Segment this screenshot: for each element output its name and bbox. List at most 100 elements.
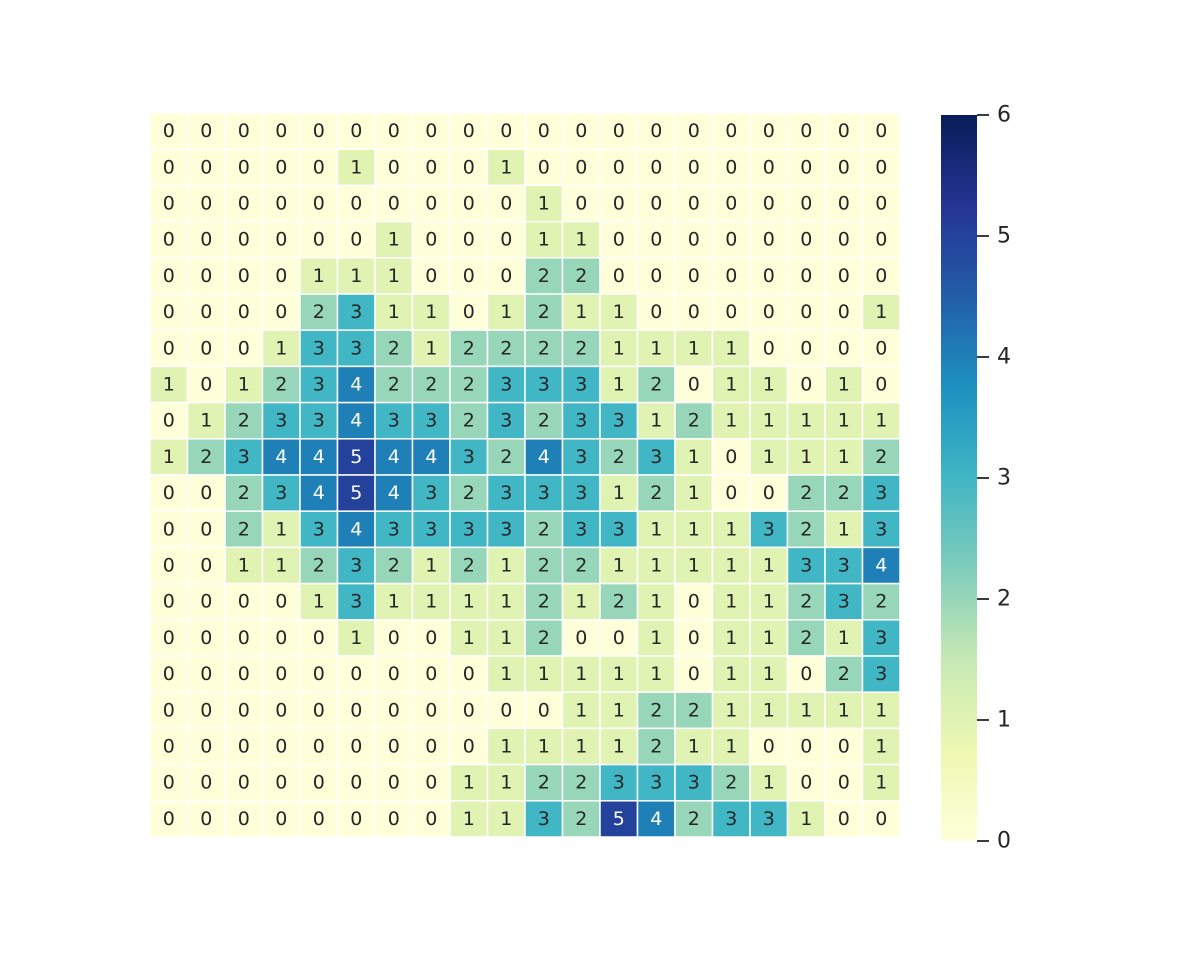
heatmap-cell-label: 3 [388, 518, 400, 540]
heatmap-cell-label: 0 [313, 156, 325, 178]
heatmap-cell-label: 1 [688, 337, 700, 359]
heatmap-cell-label: 0 [163, 591, 175, 613]
heatmap-cell-label: 0 [688, 663, 700, 685]
heatmap-cell-label: 3 [350, 301, 362, 323]
heatmap-cell-label: 1 [650, 555, 662, 577]
heatmap-cell-label: 0 [425, 736, 437, 758]
heatmap-cell [449, 148, 489, 187]
colorbar-ticks: 0 1 2 3 4 5 6 [977, 103, 1011, 854]
heatmap-cell [786, 474, 826, 512]
heatmap-cell [636, 220, 676, 259]
heatmap-cell-label: 0 [800, 301, 812, 323]
heatmap-cell-label: 0 [163, 518, 175, 540]
heatmap-cell-label: 0 [313, 120, 325, 142]
heatmap-cell-label: 0 [200, 374, 212, 396]
heatmap-cell-label: 1 [875, 410, 887, 432]
heatmap-cell-label: 0 [350, 772, 362, 794]
heatmap-cell-label: 3 [613, 518, 625, 540]
heatmap-cell [411, 619, 451, 657]
heatmap-cell-label: 3 [875, 518, 887, 540]
heatmap-cell [374, 220, 414, 259]
heatmap-cell-label: 0 [725, 482, 737, 504]
heatmap-cell-label: 0 [463, 120, 475, 142]
heatmap-cell-label: 0 [800, 337, 812, 359]
heatmap-cell-label: 0 [613, 120, 625, 142]
heatmap-cell-label: 1 [763, 772, 775, 794]
heatmap-cell-label: 1 [838, 446, 850, 468]
heatmap-cell-label: 0 [875, 374, 887, 396]
heatmap-cell-label: 1 [463, 627, 475, 649]
heatmap-cell-label: 0 [200, 555, 212, 577]
heatmap-cell-label: 1 [875, 699, 887, 721]
heatmap-cell [299, 257, 339, 295]
heatmap-cell-label: 1 [425, 337, 437, 359]
heatmap-cell-label: 0 [275, 699, 287, 721]
heatmap-cell [186, 474, 226, 512]
heatmap-cell-label: 4 [538, 446, 550, 468]
heatmap-cell-label: 2 [613, 591, 625, 613]
heatmap-cell-label: 0 [275, 736, 287, 758]
heatmap-cell [336, 691, 376, 730]
heatmap-cell-label: 1 [800, 699, 812, 721]
heatmap-cell-label: 3 [800, 555, 812, 577]
heatmap-cell-label: 2 [538, 265, 550, 287]
heatmap-cell-label: 4 [313, 482, 325, 504]
heatmap-cell-label: 0 [688, 301, 700, 323]
heatmap-cell [786, 619, 826, 657]
heatmap-cell-label: 2 [538, 555, 550, 577]
heatmap-cell [186, 438, 226, 476]
heatmap-cell [636, 510, 676, 549]
heatmap-cell-label: 0 [163, 736, 175, 758]
heatmap-cell [786, 220, 826, 259]
heatmap-cell [524, 148, 564, 187]
heatmap-cell [749, 546, 789, 585]
heatmap-cell-label: 0 [163, 410, 175, 432]
heatmap-cell-label: 0 [688, 193, 700, 215]
heatmap-cell [861, 401, 901, 440]
heatmap-cell-label: 0 [313, 229, 325, 251]
heatmap-cell [411, 365, 451, 404]
heatmap-cell-label: 2 [538, 410, 550, 432]
heatmap-cell-label: 0 [388, 736, 400, 758]
heatmap-cell-label: 0 [725, 120, 737, 142]
heatmap-cell [861, 365, 901, 404]
heatmap-cell-label: 1 [500, 156, 512, 178]
heatmap-cell [711, 510, 751, 549]
heatmap-cell [749, 619, 789, 657]
heatmap-cell [186, 691, 226, 730]
heatmap-cell [749, 510, 789, 549]
heatmap-cell-label: 0 [163, 156, 175, 178]
heatmap-cell-label: 2 [238, 410, 250, 432]
colorbar-gradient [941, 115, 977, 841]
heatmap-cell-label: 0 [463, 699, 475, 721]
heatmap-cell-label: 0 [200, 627, 212, 649]
heatmap-cell [524, 619, 564, 657]
heatmap-cell-label: 0 [575, 156, 587, 178]
heatmap-cell-label: 1 [463, 772, 475, 794]
heatmap-cell-label: 4 [350, 518, 362, 540]
heatmap-cell-label: 0 [163, 772, 175, 794]
heatmap-cell-label: 2 [688, 808, 700, 830]
heatmap-cell [674, 184, 714, 223]
heatmap-cell [486, 510, 526, 549]
heatmap-cell-label: 0 [500, 229, 512, 251]
heatmap-cell [411, 401, 451, 440]
heatmap-cell-label: 3 [538, 374, 550, 396]
heatmap-cell-label: 2 [388, 374, 400, 396]
heatmap-cell [861, 763, 901, 802]
heatmap-cell [561, 112, 601, 150]
heatmap-cell-label: 1 [838, 410, 850, 432]
heatmap-cell [336, 220, 376, 259]
heatmap-cell-label: 0 [800, 663, 812, 685]
heatmap-cell [636, 329, 676, 368]
heatmap-cell-label: 2 [875, 591, 887, 613]
heatmap-cell-label: 3 [575, 410, 587, 432]
heatmap-cell [449, 438, 489, 476]
heatmap-cell-label: 1 [538, 736, 550, 758]
heatmap-cell-label: 0 [763, 301, 775, 323]
heatmap-cell [374, 329, 414, 368]
heatmap-cell [861, 220, 901, 259]
heatmap-cell-label: 0 [313, 808, 325, 830]
heatmap-cell-label: 0 [650, 229, 662, 251]
heatmap-cell-label: 1 [500, 663, 512, 685]
